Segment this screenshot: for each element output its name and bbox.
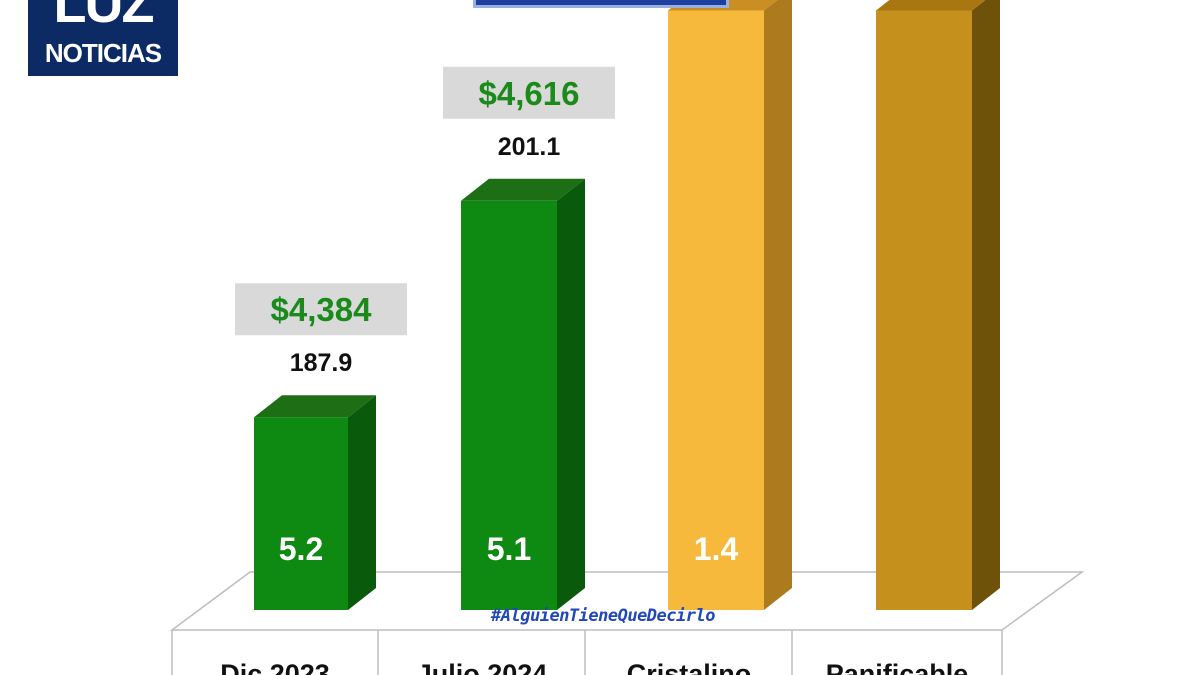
luz-noticias-logo: LUZ NOTICIAS [28, 0, 178, 76]
price-label: $4,616 [479, 75, 580, 112]
bar-side [764, 0, 792, 610]
price-label: $4,384 [271, 291, 373, 328]
bar-top [461, 178, 585, 201]
bar-side [972, 0, 1000, 610]
bar [254, 417, 348, 610]
bar-inner-label: 5.2 [279, 531, 323, 567]
bar-group [461, 178, 585, 610]
logo-text-bottom: NOTICIAS [44, 38, 162, 68]
category-label: Dic 2023 [220, 659, 330, 675]
bar-side [348, 395, 376, 610]
category-label: Julio 2024 [417, 659, 548, 675]
bar [461, 200, 557, 610]
category-label: Cristalino [627, 659, 752, 675]
category-label: Panificable [826, 659, 969, 675]
bar-inner-label: 5.1 [487, 531, 531, 567]
price-box [443, 66, 615, 119]
price-box [235, 283, 407, 336]
bar-top [254, 395, 376, 418]
bar-group [876, 0, 1000, 610]
bar-value-label: 187.9 [290, 349, 353, 377]
bar [668, 10, 764, 610]
top-banner [473, 0, 729, 8]
bar-group [254, 395, 376, 610]
bar-top [876, 0, 986, 11]
hashtag-watermark: #AlguienTieneQueDecirlo [491, 606, 715, 626]
bar-side [557, 178, 585, 610]
logo-text-top: LUZ [53, 0, 155, 34]
bar-group [668, 0, 792, 610]
bar [876, 10, 972, 610]
bar-value-label: 201.1 [498, 133, 561, 161]
chart-floor [169, 571, 1085, 631]
bar-inner-label: 1.4 [694, 531, 739, 567]
